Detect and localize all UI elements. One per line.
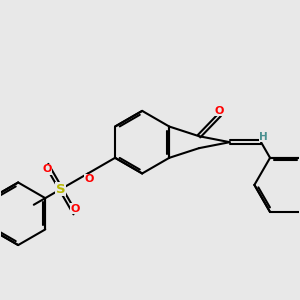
- Text: O: O: [85, 174, 94, 184]
- Text: H: H: [259, 131, 268, 142]
- Text: O: O: [42, 164, 52, 174]
- Text: O: O: [215, 106, 224, 116]
- Text: S: S: [56, 183, 66, 196]
- Text: O: O: [70, 204, 80, 214]
